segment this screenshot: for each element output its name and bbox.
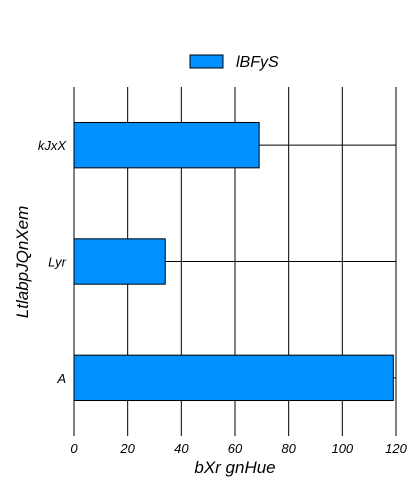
- y-tick-label: A: [56, 371, 66, 386]
- y-axis-title: LtlabpJQnXem: [13, 206, 32, 318]
- x-axis-title: bXr gnHue: [194, 458, 275, 477]
- x-tick-label: 0: [70, 441, 78, 456]
- bar: [73, 354, 394, 402]
- y-tick-label: Lyr: [48, 255, 66, 270]
- x-tick-label: 20: [119, 441, 135, 456]
- legend-label: lBFyS: [236, 54, 279, 71]
- x-tick-label: 80: [281, 441, 296, 456]
- x-tick-label: 60: [228, 441, 243, 456]
- x-tick-label: 40: [174, 441, 189, 456]
- axes: 0 20 40 60 80 100 120 A Lyr kJxX: [38, 87, 408, 456]
- bar: [73, 238, 166, 285]
- legend-swatch: [189, 54, 224, 69]
- x-tick-label: 100: [331, 441, 353, 456]
- x-tick-label: 120: [385, 441, 407, 456]
- y-tick-label: kJxX: [38, 138, 68, 153]
- legend: lBFyS: [189, 54, 279, 71]
- bars: [73, 121, 394, 402]
- bar: [73, 121, 260, 169]
